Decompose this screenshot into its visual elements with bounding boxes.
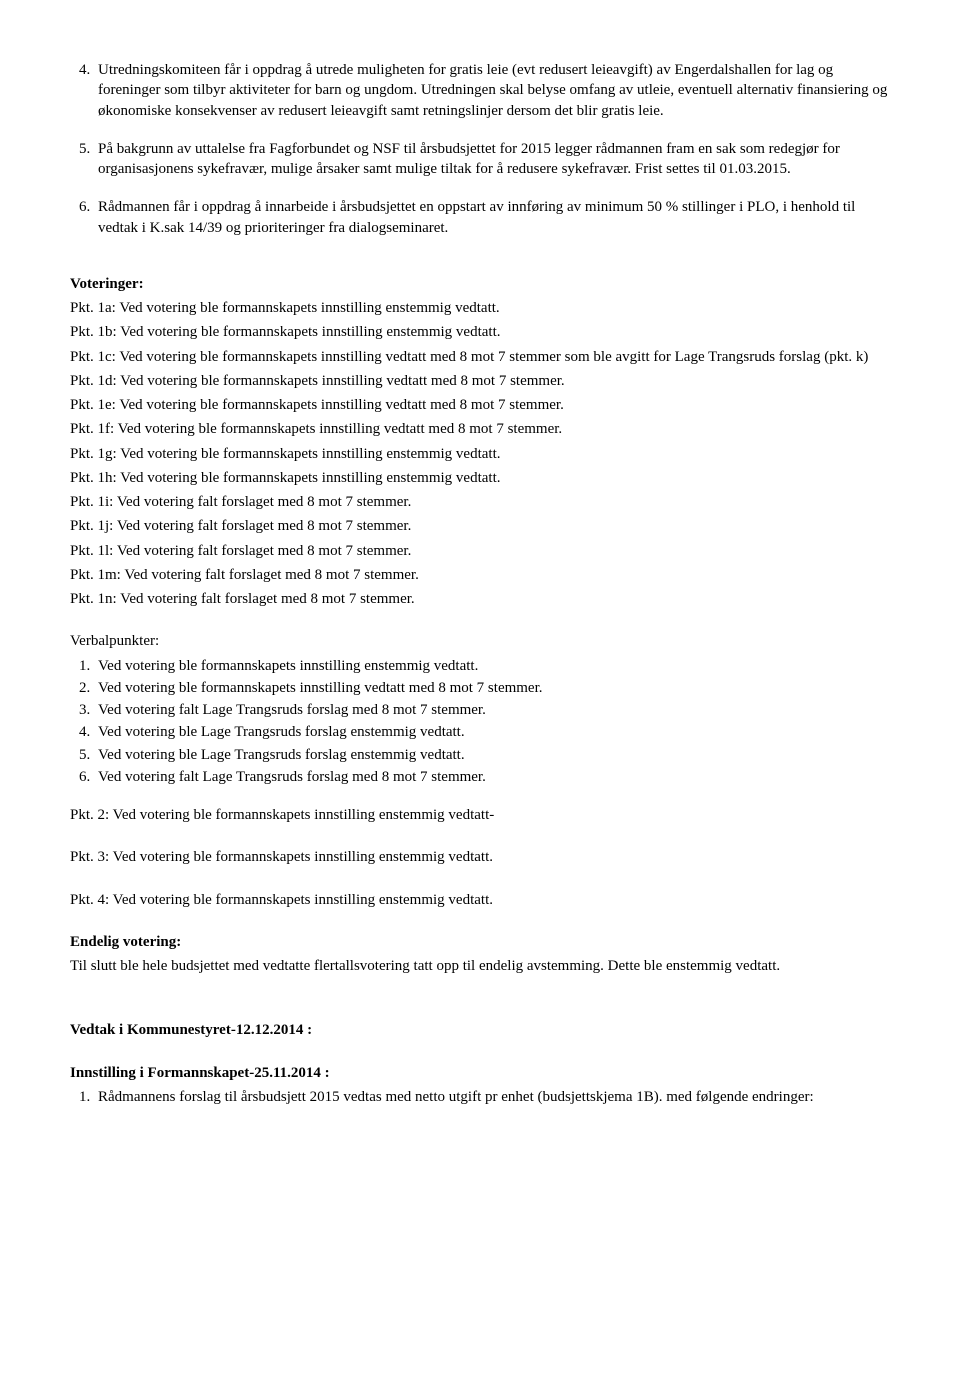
voteringer-heading: Voteringer:	[70, 274, 890, 294]
list-item-4: Utredningskomiteen får i oppdrag å utred…	[94, 60, 890, 121]
pkt-1n: Pkt. 1n: Ved votering falt forslaget med…	[70, 589, 890, 609]
pkt-3: Pkt. 3: Ved votering ble formannskapets …	[70, 847, 890, 867]
verbal-item: Ved votering ble formannskapets innstill…	[94, 656, 890, 676]
pkt-1d: Pkt. 1d: Ved votering ble formannskapets…	[70, 371, 890, 391]
verbal-item: Ved votering ble Lage Trangsruds forslag…	[94, 722, 890, 742]
verbal-list: Ved votering ble formannskapets innstill…	[70, 656, 890, 788]
pkt-1i: Pkt. 1i: Ved votering falt forslaget med…	[70, 492, 890, 512]
pkt-1e: Pkt. 1e: Ved votering ble formannskapets…	[70, 395, 890, 415]
verbal-item: Ved votering ble Lage Trangsruds forslag…	[94, 745, 890, 765]
vedtak-heading: Vedtak i Kommunestyret-12.12.2014 :	[70, 1020, 890, 1040]
vedtak-subheading: Innstilling i Formannskapet-25.11.2014 :	[70, 1063, 890, 1083]
pkt-1c: Pkt. 1c: Ved votering ble formannskapets…	[70, 347, 890, 367]
pkt-2: Pkt. 2: Ved votering ble formannskapets …	[70, 805, 890, 825]
verbal-item: Ved votering falt Lage Trangsruds forsla…	[94, 767, 890, 787]
pkt-1m: Pkt. 1m: Ved votering falt forslaget med…	[70, 565, 890, 585]
pkt-1b: Pkt. 1b: Ved votering ble formannskapets…	[70, 322, 890, 342]
vedtak-list: Rådmannens forslag til årsbudsjett 2015 …	[70, 1087, 890, 1107]
endelig-heading: Endelig votering:	[70, 932, 890, 952]
verbal-item: Ved votering ble formannskapets innstill…	[94, 678, 890, 698]
pkt-1f: Pkt. 1f: Ved votering ble formannskapets…	[70, 419, 890, 439]
endelig-body: Til slutt ble hele budsjettet med vedtat…	[70, 956, 890, 976]
top-numbered-list: Utredningskomiteen får i oppdrag å utred…	[70, 60, 890, 238]
pkt-4: Pkt. 4: Ved votering ble formannskapets …	[70, 890, 890, 910]
vedtak-item-1: Rådmannens forslag til årsbudsjett 2015 …	[94, 1087, 890, 1107]
pkt-1a: Pkt. 1a: Ved votering ble formannskapets…	[70, 298, 890, 318]
pkt-1g: Pkt. 1g: Ved votering ble formannskapets…	[70, 444, 890, 464]
verbal-item: Ved votering falt Lage Trangsruds forsla…	[94, 700, 890, 720]
pkt-1h: Pkt. 1h: Ved votering ble formannskapets…	[70, 468, 890, 488]
pkt-1l: Pkt. 1l: Ved votering falt forslaget med…	[70, 541, 890, 561]
list-item-6: Rådmannen får i oppdrag å innarbeide i å…	[94, 197, 890, 238]
list-item-5: På bakgrunn av uttalelse fra Fagforbunde…	[94, 139, 890, 180]
pkt-1j: Pkt. 1j: Ved votering falt forslaget med…	[70, 516, 890, 536]
verbal-heading: Verbalpunkter:	[70, 631, 890, 651]
